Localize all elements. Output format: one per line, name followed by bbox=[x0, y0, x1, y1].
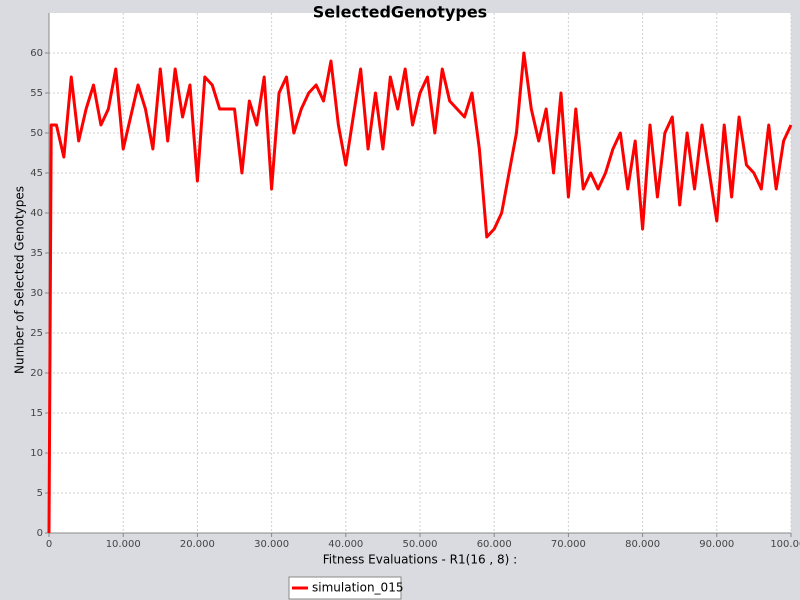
legend-box bbox=[288, 576, 402, 600]
y-tick-label: 55 bbox=[30, 88, 43, 99]
y-tick-label: 35 bbox=[30, 248, 43, 259]
y-tick-label: 25 bbox=[30, 328, 43, 339]
x-tick-label: 70.000 bbox=[551, 539, 586, 550]
y-tick-label: 45 bbox=[30, 168, 43, 179]
x-tick-label: 0 bbox=[46, 539, 52, 550]
data-line bbox=[47, 51, 793, 534]
y-tick-label: 15 bbox=[30, 408, 43, 419]
x-tick-label: 80.000 bbox=[625, 539, 660, 550]
y-axis-label: Number of Selected Genotypes bbox=[13, 186, 27, 374]
x-axis-label: Fitness Evaluations - R1(16 , 8) : bbox=[323, 553, 517, 567]
x-tick-label: 90.000 bbox=[699, 539, 734, 550]
x-tick-label: 20.000 bbox=[180, 539, 215, 550]
y-tick-label: 5 bbox=[37, 488, 43, 499]
legend-label: simulation_015 bbox=[312, 581, 403, 595]
x-tick-label: 100.000 bbox=[770, 539, 800, 550]
x-tick-label: 50.000 bbox=[403, 539, 438, 550]
y-tick-label: 0 bbox=[37, 528, 43, 539]
chart-title: SelectedGenotypes bbox=[313, 3, 487, 22]
x-tick-label: 10.000 bbox=[106, 539, 141, 550]
x-tick-label: 60.000 bbox=[477, 539, 512, 550]
y-tick-label: 30 bbox=[30, 288, 43, 299]
y-tick-label: 10 bbox=[30, 448, 43, 459]
y-tick-label: 60 bbox=[30, 48, 43, 59]
y-tick-label: 20 bbox=[30, 368, 43, 379]
x-tick-label: 40.000 bbox=[328, 539, 363, 550]
x-tick-label: 30.000 bbox=[254, 539, 289, 550]
y-tick-label: 50 bbox=[30, 128, 43, 139]
y-tick-label: 40 bbox=[30, 208, 43, 219]
